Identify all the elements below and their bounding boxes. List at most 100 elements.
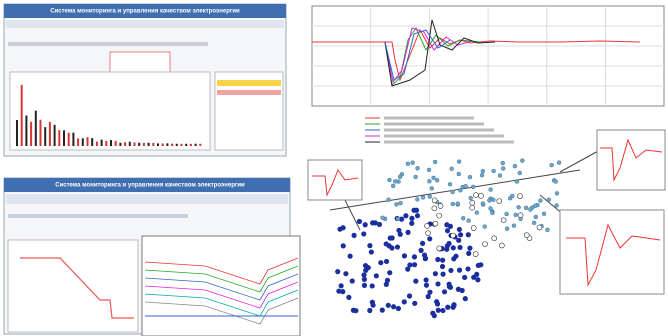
- node: [369, 249, 374, 254]
- node: [457, 268, 462, 273]
- node: [492, 169, 496, 173]
- node: [399, 201, 403, 205]
- bar: [35, 111, 37, 146]
- node: [386, 303, 391, 308]
- node: [387, 270, 392, 275]
- node: [351, 233, 356, 238]
- node: [402, 299, 407, 304]
- node: [430, 186, 434, 190]
- node: [428, 195, 432, 199]
- node: [489, 206, 493, 210]
- node: [457, 227, 462, 232]
- node: [440, 272, 445, 277]
- node: [458, 188, 462, 192]
- bar: [171, 144, 173, 146]
- node: [422, 252, 427, 257]
- node: [357, 219, 362, 224]
- node: [451, 303, 456, 308]
- node: [418, 248, 423, 253]
- node: [457, 172, 461, 176]
- node: [406, 162, 410, 166]
- node: [501, 166, 505, 170]
- node: [370, 220, 375, 225]
- node: [448, 182, 452, 186]
- bar: [54, 125, 56, 146]
- bar: [77, 138, 79, 146]
- bar: [49, 122, 51, 146]
- node: [456, 287, 461, 292]
- node: [370, 283, 375, 288]
- node: [420, 241, 425, 246]
- node: [490, 211, 494, 215]
- node: [532, 221, 536, 225]
- node: [461, 216, 465, 220]
- node: [435, 178, 439, 182]
- node: [555, 203, 559, 207]
- node: [528, 208, 532, 212]
- node: [424, 283, 429, 288]
- node: [451, 256, 456, 261]
- bar: [181, 144, 183, 146]
- node: [520, 159, 524, 163]
- node: [470, 200, 475, 205]
- node: [513, 164, 517, 168]
- node: [467, 219, 471, 223]
- node: [374, 273, 379, 278]
- bar: [115, 141, 117, 146]
- node: [514, 213, 518, 217]
- node: [335, 269, 340, 274]
- line: [330, 170, 580, 210]
- node: [457, 160, 461, 164]
- node: [367, 308, 372, 313]
- node: [451, 202, 455, 206]
- node: [366, 265, 371, 270]
- bar: [195, 144, 197, 146]
- caption: [8, 42, 208, 46]
- node: [398, 175, 402, 179]
- bar: [96, 142, 98, 146]
- bar: [148, 143, 150, 146]
- bar: [30, 122, 32, 146]
- bar: [105, 141, 107, 146]
- node: [476, 263, 481, 268]
- legend-text: [384, 141, 514, 144]
- node: [518, 171, 522, 175]
- node: [433, 221, 438, 226]
- node: [466, 232, 471, 237]
- node: [492, 236, 497, 241]
- node: [433, 160, 437, 164]
- node: [470, 205, 475, 210]
- node: [480, 173, 484, 177]
- bar: [129, 142, 131, 146]
- node: [512, 224, 516, 228]
- node: [483, 225, 487, 229]
- node: [387, 178, 391, 182]
- node: [407, 293, 412, 298]
- node: [381, 216, 385, 220]
- node: [433, 271, 438, 276]
- node: [517, 194, 522, 199]
- node: [498, 174, 502, 178]
- node: [445, 305, 450, 310]
- inset: [308, 160, 362, 200]
- window-title: Система мониторинга и управления качеств…: [50, 9, 240, 15]
- node: [412, 254, 417, 259]
- table-highlight: [217, 80, 281, 86]
- node: [545, 228, 549, 232]
- caption: [8, 214, 188, 218]
- bar: [101, 140, 103, 146]
- node: [405, 230, 410, 235]
- node: [437, 213, 442, 218]
- node: [471, 185, 475, 189]
- node: [444, 222, 449, 227]
- node: [411, 208, 416, 213]
- node: [471, 275, 476, 280]
- bar: [25, 116, 27, 146]
- node: [426, 231, 431, 236]
- node: [465, 266, 470, 271]
- inset-charts: [308, 130, 665, 294]
- summary-table: [110, 52, 170, 74]
- node: [451, 190, 455, 194]
- node: [554, 180, 558, 184]
- legend-text: [384, 117, 474, 120]
